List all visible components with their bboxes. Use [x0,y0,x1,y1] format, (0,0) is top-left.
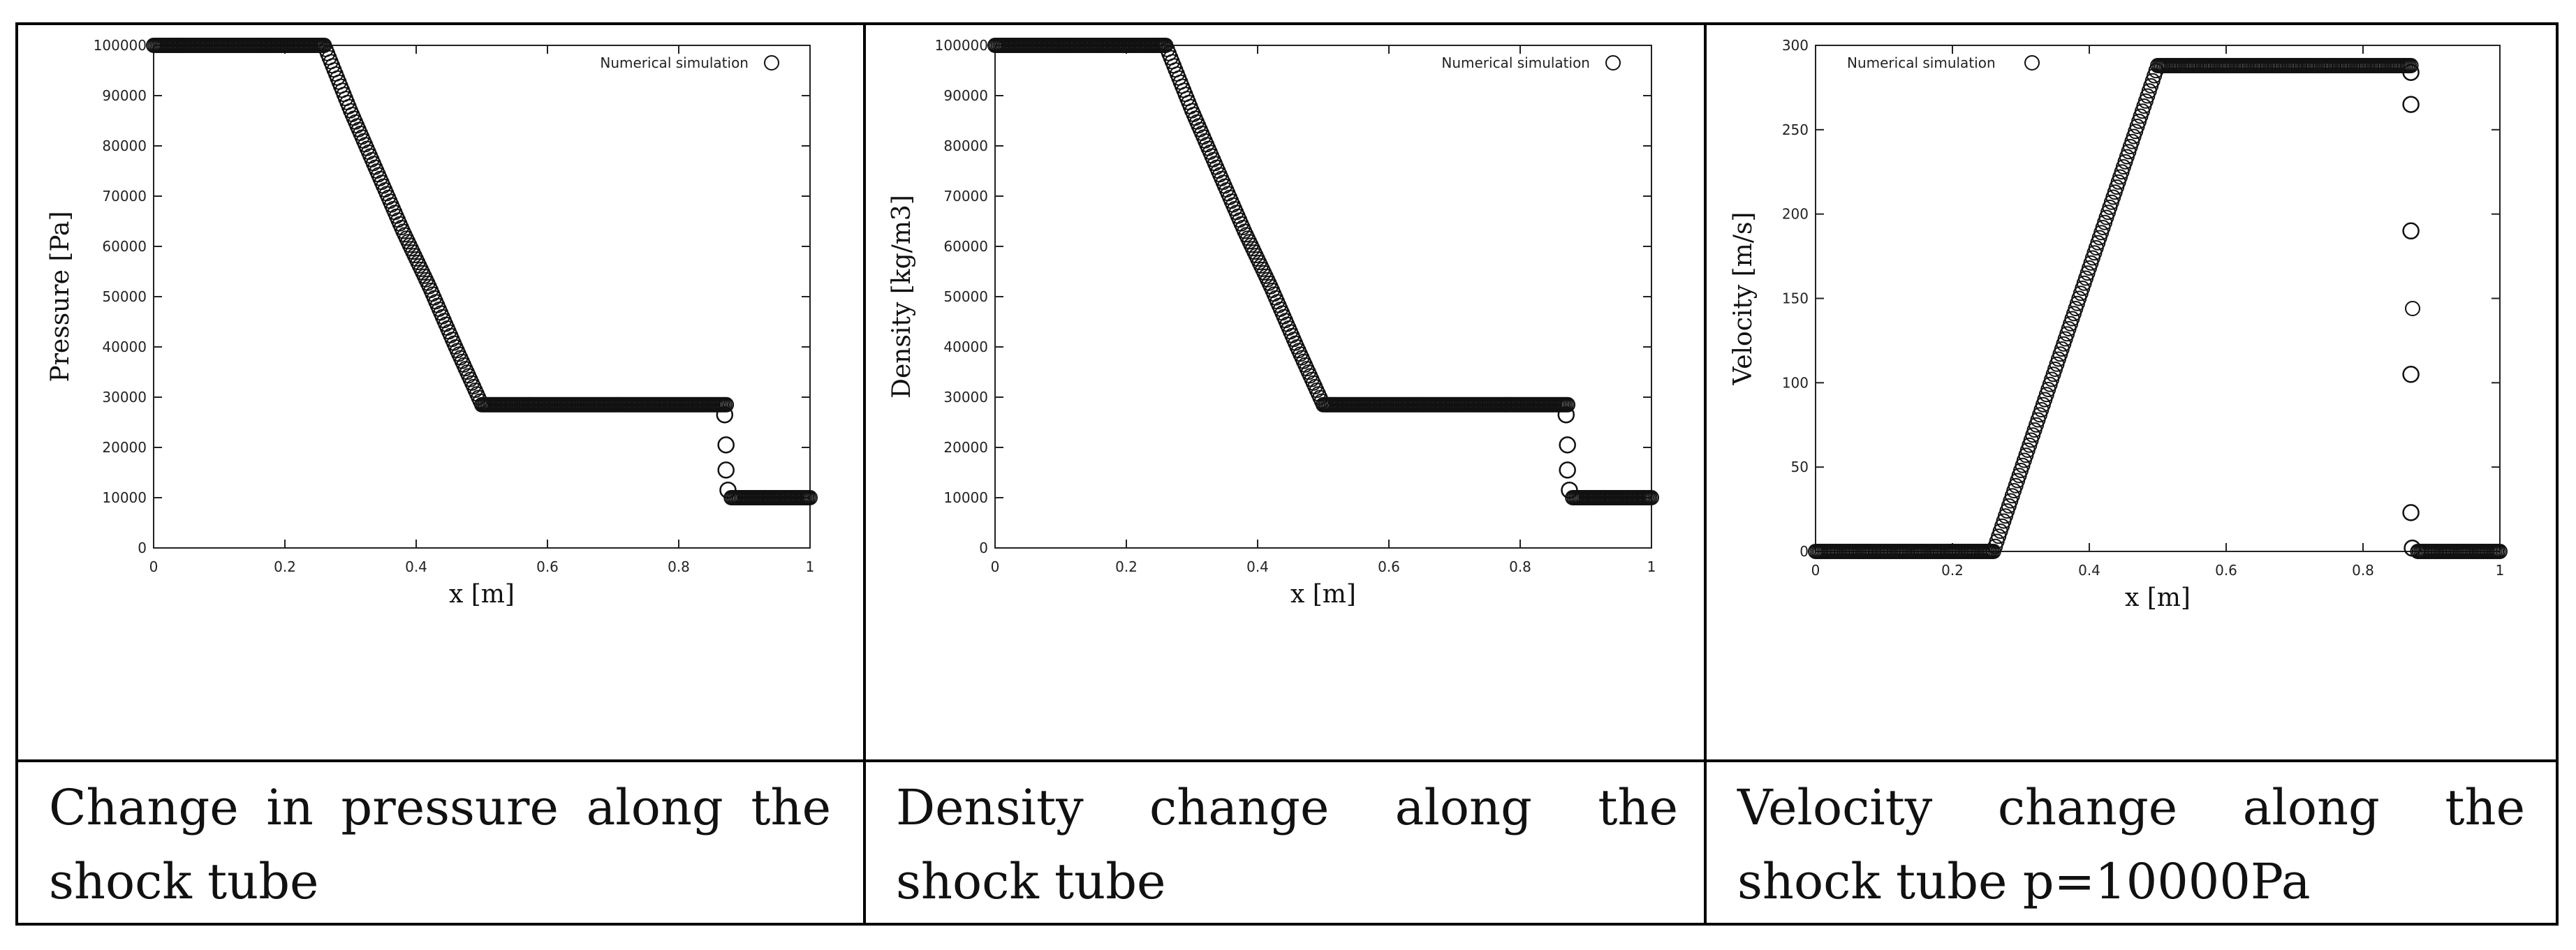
pressure-y-axis-label: Pressure [Pa] [46,211,75,383]
pressure-y-tick-label: 30000 [102,389,147,406]
velocity-legend-label: Numerical simulation [1847,54,1996,71]
pressure-y-tick-label: 100000 [94,37,147,54]
pressure-series-numerical-simulation [146,38,818,505]
pressure-y-tick-label: 10000 [102,489,147,506]
velocity-data-point [2402,504,2420,521]
velocity-x-tick-label: 0.2 [1941,562,1964,579]
pressure-x-tick-label: 0.2 [274,558,296,575]
pressure-legend: Numerical simulation [600,54,779,71]
pressure-plot-frame [153,45,811,549]
pressure-data-point [717,436,735,454]
density-y-axis-label: Density [kg/m3] [888,195,916,399]
density-y-tick-label: 50000 [943,288,988,305]
velocity-x-axis-label: x [m] [2125,584,2191,612]
pressure-data-point [802,490,818,505]
pressure-x-tick-label: 0 [149,558,159,575]
pressure-chart: 0 0.2 0.4 0.6 0.8 1 0 10000 20000 30000 40000 50000… [46,37,818,609]
density-y-tick-label: 100000 [935,37,988,54]
density-x-tick-label: 0.2 [1115,558,1138,575]
velocity-x-tick-label: 0.6 [2215,562,2237,579]
density-data-point [1559,436,1576,454]
density-y-tick-label: 40000 [943,339,988,355]
velocity-legend: Numerical simulation [1847,54,2040,71]
density-legend: Numerical simulation [1441,54,1621,71]
pressure-x-tick-label: 0.4 [405,558,427,575]
velocity-x-tick-label: 0.4 [2078,562,2100,579]
velocity-y-tick-label: 150 [1782,290,1809,307]
density-data-point [1644,490,1659,505]
density-plot-frame [994,45,1652,549]
density-series-numerical-simulation [987,38,1659,505]
velocity-data-point [2492,544,2508,559]
pressure-y-tick-label: 20000 [102,439,147,456]
density-x-tick-label: 0.6 [1378,558,1400,575]
pressure-y-tick-label: 60000 [102,238,147,255]
pressure-y-tick-label: 40000 [102,339,147,355]
velocity-data-point [2402,366,2420,383]
density-y-tick-label: 80000 [943,138,988,154]
density-data-point [1559,461,1576,479]
density-x-axis-label: x [m] [1290,580,1356,609]
density-y-tick-label: 10000 [943,489,988,506]
velocity-y-axis-label: Velocity [m/s] [1729,212,1758,386]
velocity-y-tick-label: 50 [1791,459,1809,475]
density-x-tick-label: 0.4 [1246,558,1269,575]
velocity-data-point [2402,222,2420,240]
density-y-tick-label: 20000 [943,439,988,456]
caption-density: Density change along the shock tube [896,779,1678,910]
velocity-x-tick-label: 0 [1811,562,1820,579]
pressure-y-tick-label: 90000 [102,87,147,104]
pressure-x-tick-label: 0.8 [668,558,690,575]
density-legend-label: Numerical simulation [1441,54,1590,71]
velocity-data-point [2402,64,2420,81]
pressure-y-tick-label: 50000 [102,288,147,305]
density-data-point [1561,481,1578,499]
velocity-x-tick-label: 0.8 [2352,562,2374,579]
velocity-y-tick-label: 250 [1782,121,1809,138]
pressure-y-tick-label: 0 [138,540,147,556]
velocity-y-tick-label: 200 [1782,206,1809,223]
pressure-data-point [717,461,735,479]
velocity-data-point [2403,58,2419,73]
caption-pressure: Change in pressure along the shock tube [49,779,831,910]
velocity-data-point [2402,96,2420,113]
pressure-x-tick-label: 1 [806,558,815,575]
pressure-data-point [716,406,734,424]
density-x-tick-label: 0 [991,558,1000,575]
velocity-chart: 0 0.2 0.4 0.6 0.8 1 0 50 100 150 200 250 300 x [m] Vel… [1729,37,2508,612]
density-y-tick-label: 90000 [943,87,988,104]
velocity-y-tick-label: 100 [1782,374,1809,391]
pressure-legend-label: Numerical simulation [600,54,749,71]
caption-velocity: Velocity change along the shock tube p=1… [1737,779,2525,910]
density-y-tick-label: 60000 [943,238,988,255]
density-chart: 0 0.2 0.4 0.6 0.8 1 0 10000 20000 30000 40000 50000… [888,37,1659,609]
velocity-y-tick-label: 300 [1782,37,1809,54]
velocity-x-tick-label: 1 [2496,562,2505,579]
pressure-x-tick-label: 0.6 [536,558,559,575]
pressure-y-tick-label: 80000 [102,138,147,154]
density-data-point [1557,406,1575,424]
density-y-tick-label: 0 [979,540,988,556]
table-grid [15,22,2559,926]
density-x-tick-label: 1 [1647,558,1656,575]
velocity-series-numerical-simulation [1808,58,2508,559]
velocity-plot-frame [1815,45,2501,552]
pressure-data-point [719,396,735,413]
velocity-legend-marker [2024,55,2040,70]
velocity-data-point [2404,539,2421,557]
velocity-y-tick-label: 0 [1799,543,1809,560]
pressure-legend-marker [764,55,779,70]
pressure-y-tick-label: 70000 [102,188,147,205]
density-legend-marker [1605,55,1621,70]
pressure-x-axis-label: x [m] [449,580,515,609]
density-y-tick-label: 30000 [943,389,988,406]
density-y-tick-label: 70000 [943,188,988,205]
density-x-tick-label: 0.8 [1509,558,1531,575]
pressure-data-point [719,481,737,499]
velocity-data-point [2405,301,2420,316]
density-data-point [1560,396,1576,413]
